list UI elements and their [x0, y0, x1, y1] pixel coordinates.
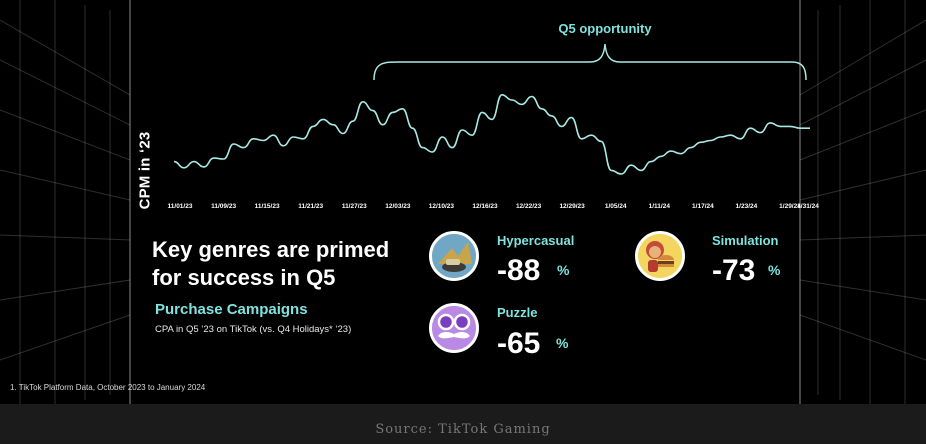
footnote: 1. TikTok Platform Data, October 2023 to… — [10, 383, 206, 392]
mustache-icon — [429, 303, 479, 353]
genre-name-puzzle: Puzzle — [497, 305, 538, 320]
x-tick-label: 12/16/23 — [472, 203, 498, 210]
background-grid — [0, 0, 926, 404]
subnote: CPA in Q5 ’23 on TikTok (vs. Q4 Holidays… — [155, 324, 352, 335]
x-tick-label: 12/03/23 — [385, 203, 411, 210]
genre-unit-hypercasual: % — [557, 262, 570, 278]
cpm-line-chart: 11/01/23 11/09/23 11/15/23 11/21/23 11/27/23… — [168, 43, 819, 210]
x-tick-label: 1/17/24 — [692, 203, 714, 210]
cpm-series-line — [173, 93, 810, 175]
subhead: Purchase Campaigns — [155, 301, 308, 318]
x-tick-label: 11/21/23 — [298, 203, 323, 210]
genre-value-puzzle: -65 — [497, 327, 541, 360]
x-tick-label: 1/31/24 — [797, 203, 819, 210]
x-tick-label: 1/05/24 — [605, 203, 627, 210]
x-tick-label: 1/11/24 — [649, 203, 671, 210]
x-tick-label: 1/23/24 — [736, 203, 758, 210]
genre-name-simulation: Simulation — [712, 233, 779, 248]
source-caption: Source: TikTok Gaming — [375, 422, 551, 437]
x-tick-label: 11/15/23 — [255, 203, 280, 210]
x-tick-label: 12/10/23 — [429, 203, 455, 210]
x-tick-label: 11/27/23 — [342, 203, 367, 210]
x-tick-label: 11/01/23 — [168, 203, 193, 210]
headline: Key genres are primed for success in Q5 — [152, 237, 390, 290]
slide: 11/01/23 11/09/23 11/15/23 11/21/23 11/27/23… — [0, 0, 926, 404]
x-tick-label: 1/29/24 — [779, 203, 801, 210]
genre-unit-puzzle: % — [556, 335, 569, 351]
x-tick-label: 12/29/23 — [559, 203, 585, 210]
genre-value-simulation: -73 — [712, 254, 756, 287]
burger-icon — [635, 231, 685, 281]
x-tick-label: 11/09/23 — [211, 203, 236, 210]
x-tick-label: 12/22/23 — [516, 203, 542, 210]
genre-unit-simulation: % — [768, 262, 781, 278]
genre-value-hypercasual: -88 — [497, 254, 541, 287]
q5-bracket — [373, 43, 807, 81]
genre-name-hypercasual: Hypercasual — [497, 233, 575, 248]
hypercasual-icon — [429, 231, 479, 281]
q5-annotation: Q5 opportunity — [558, 21, 652, 36]
y-axis-label: CPM in ‘23 — [136, 131, 154, 209]
